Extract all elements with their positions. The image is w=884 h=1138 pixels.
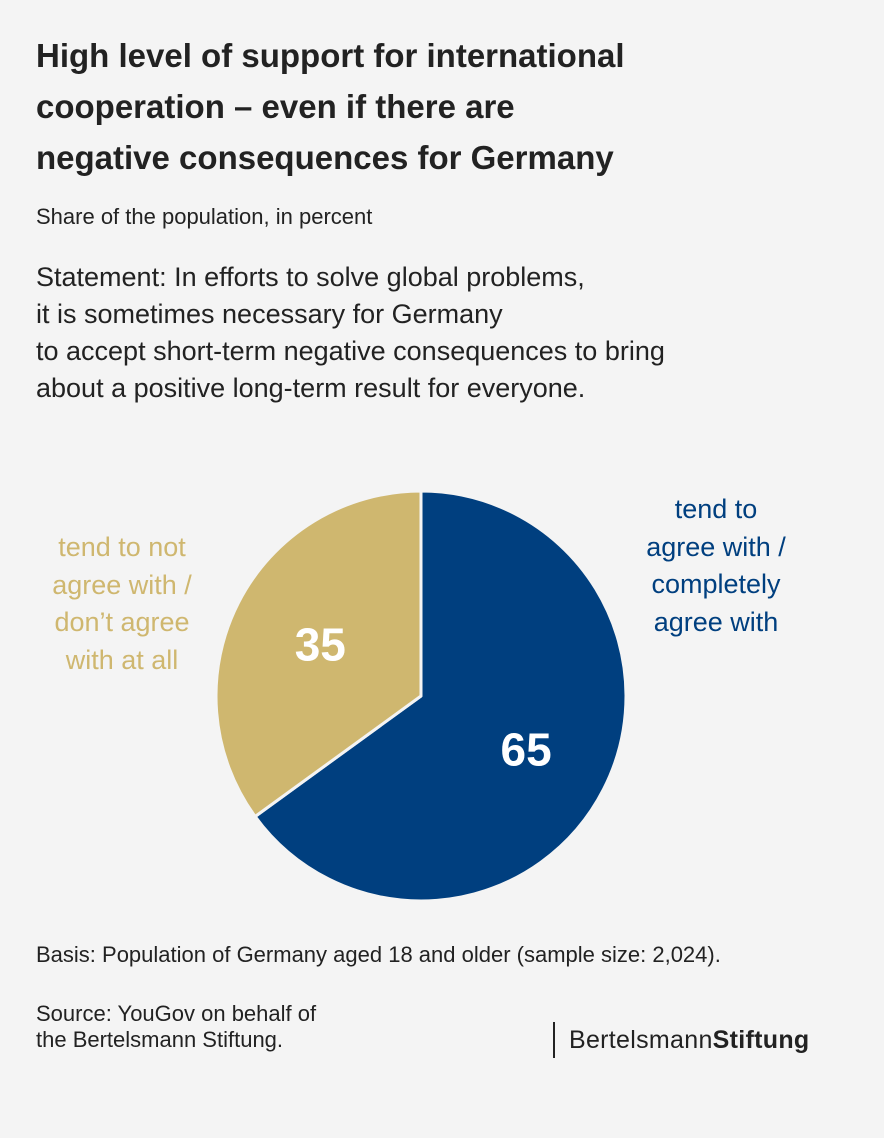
basis-note: Basis: Population of Germany aged 18 and…	[36, 942, 721, 967]
chart-title-line: negative consequences for Germany	[36, 139, 614, 176]
legend-agree-line: tend to	[674, 494, 758, 524]
legend-disagree-line: tend to not	[58, 532, 186, 562]
chart-title-line: High level of support for international	[36, 37, 625, 74]
legend-disagree-line: don’t agree	[54, 607, 190, 637]
pie-slice-disagree	[214, 489, 423, 818]
survey-statement: Statement: In efforts to solve global pr…	[36, 259, 836, 407]
legend-label-disagree: tend to not agree with / don’t agree wit…	[12, 529, 232, 679]
statement-line: Statement: In efforts to solve global pr…	[36, 262, 585, 292]
logo-text-bold: Stiftung	[712, 1025, 810, 1054]
statement-line: it is sometimes necessary for Germany	[36, 299, 503, 329]
source-note: Source: YouGov on behalf of the Bertelsm…	[36, 1001, 316, 1053]
statement-line: to accept short-term negative consequenc…	[36, 336, 665, 366]
data-label-disagree: 35	[295, 619, 346, 671]
chart-title-line: cooperation – even if there are	[36, 88, 515, 125]
legend-label-agree: tend to agree with / completely agree wi…	[606, 491, 826, 641]
statement-line: about a positive long-term result for ev…	[36, 373, 586, 403]
source-line: Source: YouGov on behalf of	[36, 1001, 317, 1026]
bertelsmann-stiftung-logo: BertelsmannStiftung	[553, 1022, 809, 1058]
chart-subtitle: Share of the population, in percent	[36, 204, 373, 229]
data-label-agree: 65	[501, 724, 552, 776]
pie-slice-agree	[253, 489, 628, 903]
legend-disagree-line: agree with /	[52, 569, 192, 600]
legend-disagree-line: with at all	[65, 644, 179, 675]
legend-agree-line: completely	[651, 569, 781, 599]
logo-wordmark: BertelsmannStiftung	[569, 1026, 809, 1055]
source-line: the Bertelsmann Stiftung.	[36, 1027, 284, 1052]
chart-title: High level of support for international …	[36, 30, 736, 183]
logo-divider	[553, 1022, 555, 1058]
legend-agree-line: agree with	[653, 606, 779, 637]
legend-agree-line: agree with /	[646, 531, 786, 562]
logo-text-regular: Bertelsmann	[569, 1025, 713, 1054]
